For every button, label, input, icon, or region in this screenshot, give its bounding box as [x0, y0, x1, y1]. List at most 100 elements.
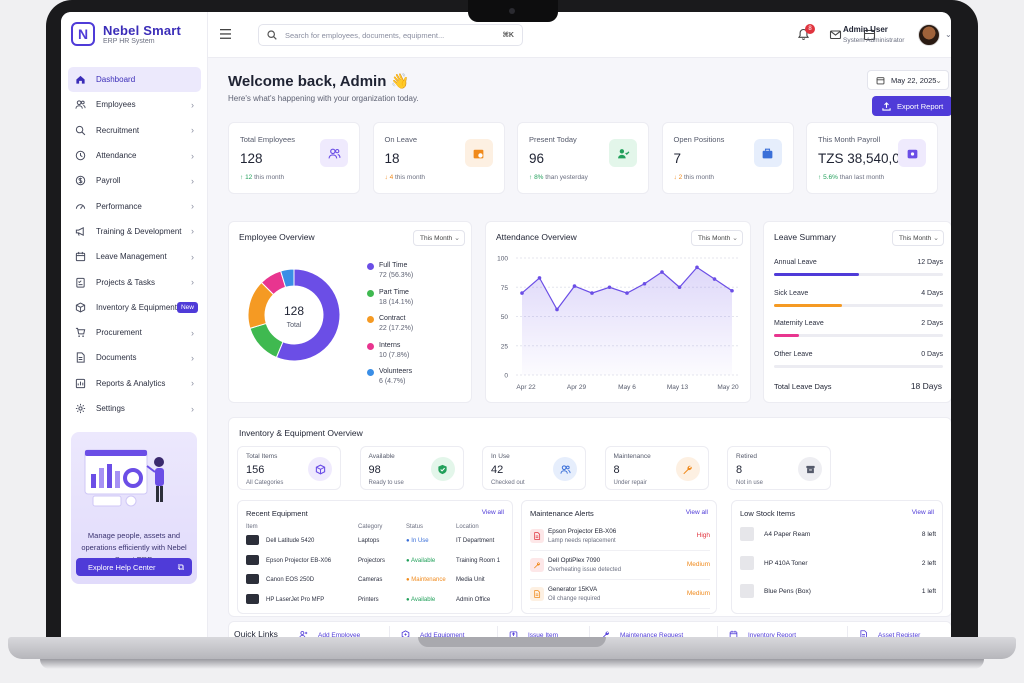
sidebar-item-leave-management[interactable]: Leave Management ›	[68, 244, 201, 269]
maintenance-alerts-view-all[interactable]: View all	[685, 509, 708, 516]
stat-card[interactable]: On Leave 18 ↓ 4 this month	[372, 122, 505, 194]
leave-progress-track	[774, 364, 943, 368]
stat-icon-box	[464, 139, 493, 167]
legend-dot	[367, 342, 374, 350]
promo-button-label: Explore Help Center	[88, 562, 156, 572]
mail-icon[interactable]	[829, 28, 842, 41]
explore-help-center-button[interactable]: Explore Help Center ⧉	[76, 558, 192, 576]
gauge-icon	[75, 203, 86, 209]
quick-link[interactable]: Add Equipment	[401, 630, 464, 638]
quick-link[interactable]: Add Employee	[299, 630, 360, 638]
sidebar-item-dashboard[interactable]: Dashboard	[68, 67, 201, 93]
stat-delta-value: 5.6%	[823, 174, 838, 181]
stat-card[interactable]: Present Today 96 ↑ 8% than yesterday	[517, 122, 649, 194]
sidebar-item-label: Projects & Tasks	[96, 277, 155, 287]
quick-link-label: Inventory Report	[748, 632, 797, 638]
sidebar-item-documents[interactable]: Documents ›	[68, 345, 201, 370]
wrench-icon	[534, 562, 541, 569]
table-row[interactable]: Epson Projector EB-X06 Projectors ● Availa…	[246, 553, 508, 569]
inventory-stat-label: Available	[368, 453, 395, 460]
maintenance-alert-row[interactable]: Dell OptiPlex 7090 Overheating issue dete…	[530, 554, 710, 580]
legend-label: Full Time	[379, 262, 408, 269]
attendance-point	[590, 291, 594, 295]
stat-delta-value: 8%	[534, 174, 544, 181]
stat-delta-text: than yesterday	[545, 174, 588, 181]
sidebar-item-payroll[interactable]: Payroll ›	[68, 168, 201, 193]
employee-period-select[interactable]: This Month ⌄	[413, 230, 465, 246]
inventory-stat-icon-box	[553, 457, 577, 481]
stat-delta-value: 4	[389, 174, 394, 181]
alert-icon-box	[530, 558, 544, 572]
export-report-button[interactable]: Export Report	[872, 96, 951, 116]
recent-equipment-title: Recent Equipment	[246, 509, 308, 518]
recent-equipment-view-all[interactable]: View all	[481, 509, 504, 516]
table-row[interactable]: HP LaserJet Pro MFP Printers ● Available Ad…	[246, 592, 508, 608]
sidebar-item-attendance[interactable]: Attendance ›	[68, 143, 201, 168]
inventory-stat-label: Maintenance	[613, 453, 651, 460]
inventory-stat-card[interactable]: Total Items 156 All Categories	[237, 446, 341, 490]
table-row[interactable]: Canon EOS 250D Cameras ● Maintenance Media …	[246, 572, 508, 588]
maintenance-alert-row[interactable]: Generator 15KVA Oil change required Medium	[530, 583, 710, 609]
date-picker[interactable]: May 22, 2025 ⌄	[867, 70, 949, 90]
sidebar-item-settings[interactable]: Settings ›	[68, 396, 201, 421]
search-input[interactable]	[285, 30, 503, 40]
users-icon	[559, 464, 571, 474]
inventory-stat-card[interactable]: In Use 42 Checked out	[482, 446, 586, 490]
sidebar: N Nebel Smart ERP HR System Dashboard Emp…	[61, 12, 208, 638]
y-tick-label: 0	[504, 373, 508, 380]
alert-icon-box	[530, 529, 544, 543]
brand[interactable]: N Nebel Smart ERP HR System	[71, 22, 181, 46]
chevron-down-icon[interactable]: ⌄	[945, 30, 951, 39]
attendance-period-select[interactable]: This Month ⌄	[691, 230, 743, 246]
sidebar-item-performance[interactable]: Performance ›	[68, 193, 201, 218]
stat-card[interactable]: Open Positions 7 ↓ 2 this month	[661, 122, 794, 194]
upload-icon	[882, 101, 891, 111]
quick-link[interactable]: Maintenance Request	[601, 630, 683, 638]
stat-card[interactable]: Total Employees 128 ↑ 12 this month	[228, 122, 360, 194]
sidebar-item-recruitment[interactable]: Recruitment ›	[68, 118, 201, 143]
low-stock-view-all[interactable]: View all	[911, 509, 934, 516]
attendance-overview-title: Attendance Overview	[496, 232, 577, 242]
equipment-thumbnail	[246, 535, 259, 545]
stock-item-thumbnail	[740, 527, 754, 541]
hamburger-menu-icon[interactable]	[220, 29, 231, 39]
megaphone-icon	[75, 226, 84, 236]
sidebar-item-projects-tasks[interactable]: Projects & Tasks ›	[68, 269, 201, 294]
inventory-overview-title: Inventory & Equipment Overview	[239, 428, 363, 438]
inventory-stat-card[interactable]: Available 98 Ready to use	[359, 446, 464, 490]
sidebar-item-reports-analytics[interactable]: Reports & Analytics ›	[68, 371, 201, 396]
archive-icon	[805, 465, 815, 473]
employee-overview-title: Employee Overview	[239, 232, 315, 242]
low-stock-row[interactable]: A4 Paper Ream 8 left	[740, 523, 936, 547]
sidebar-item-employees[interactable]: Employees ›	[68, 92, 201, 117]
inventory-stat-card[interactable]: Maintenance 8 Under repair	[604, 446, 709, 490]
quick-links-title: Quick Links	[234, 629, 278, 638]
chevron-down-icon: ⌄	[933, 235, 939, 242]
sidebar-item-procurement[interactable]: Procurement ›	[68, 320, 201, 345]
period-label: This Month	[420, 234, 453, 242]
low-stock-row[interactable]: HP 410A Toner 2 left	[740, 552, 936, 576]
calendar-icon[interactable]	[863, 28, 876, 41]
equipment-location: Media Unit	[456, 577, 485, 583]
cart-icon	[75, 327, 86, 338]
user-info[interactable]: Admin User System Administrator	[843, 25, 904, 44]
chevron-right-icon: ›	[191, 150, 194, 161]
inventory-stat-sub: Ready to use	[368, 480, 404, 486]
leave-period-select[interactable]: This Month ⌄	[892, 230, 944, 246]
inventory-stat-card[interactable]: Retired 8 Not in use	[727, 446, 831, 490]
stat-card[interactable]: This Month Payroll TZS 38,540,000 ↑ 5.6% t…	[806, 122, 938, 194]
sidebar-item-training-development[interactable]: Training & Development ›	[68, 219, 201, 244]
inventory-stat-sub: Not in use	[736, 480, 764, 486]
tasks-icon	[76, 277, 85, 288]
sidebar-item-inventory-equipment[interactable]: Inventory & Equipment New	[68, 295, 201, 320]
leave-row: Sick Leave 4 Days	[774, 290, 943, 307]
donut-slice-volunteers	[280, 268, 295, 288]
alert-title: Generator 15KVA	[548, 586, 598, 593]
avatar[interactable]	[918, 24, 940, 46]
stat-label: Total Employees	[240, 135, 296, 144]
period-label: This Month	[899, 234, 932, 242]
maintenance-alert-row[interactable]: Epson Projector EB-X06 Lamp needs replace…	[530, 525, 710, 551]
low-stock-row[interactable]: Blue Pens (Box) 1 left	[740, 580, 936, 604]
table-row[interactable]: Dell Latitude 5420 Laptops ● In Use IT Depa…	[246, 533, 508, 549]
document-icon	[534, 532, 541, 540]
